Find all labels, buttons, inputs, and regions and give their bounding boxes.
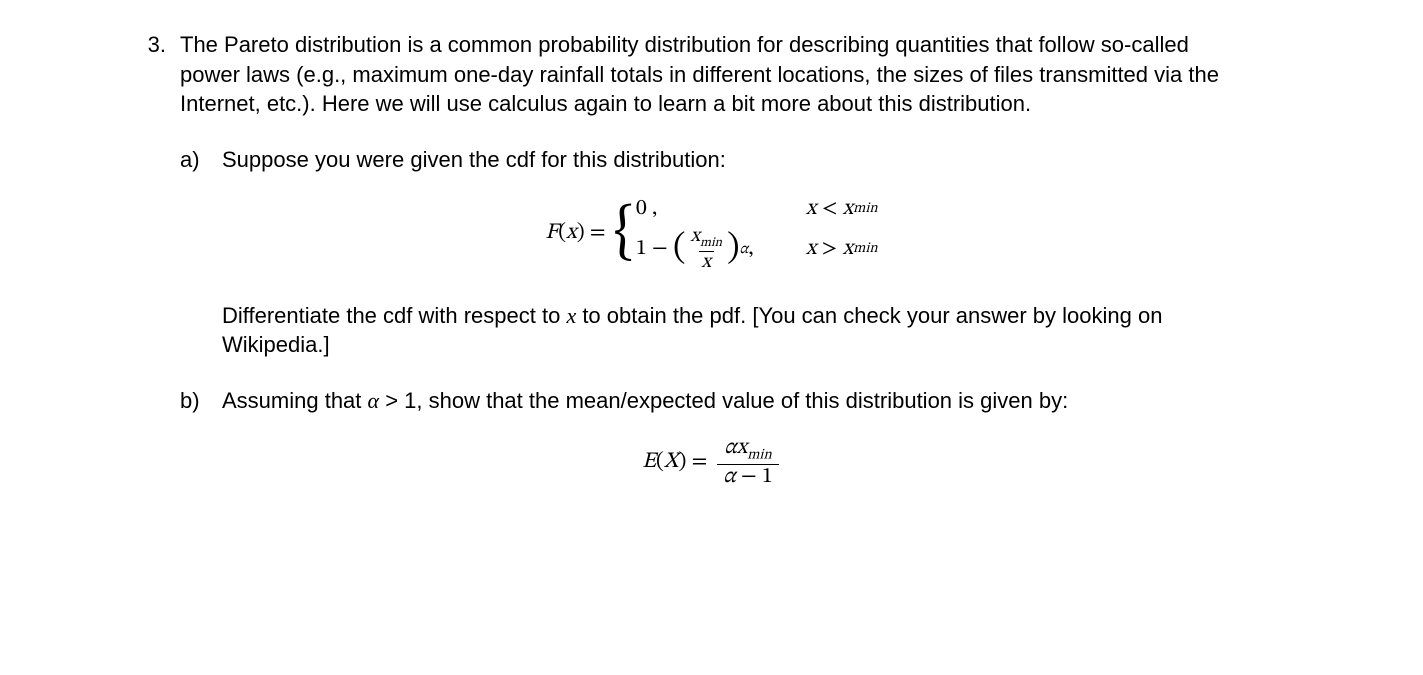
lparen-icon: ( xyxy=(673,235,686,263)
problem-intro: The Pareto distribution is a common prob… xyxy=(180,30,1243,119)
subpart-b-label: b) xyxy=(180,386,222,416)
cdf-lhs-func: F xyxy=(545,222,558,244)
cdf-lhs: F(x) = xyxy=(545,219,605,249)
mean-fraction: αxmin α − 1 xyxy=(717,436,778,490)
subpart-a: a) Suppose you were given the cdf for th… xyxy=(180,145,1243,175)
cdf-cases: { 0 , x < xmin xyxy=(614,195,878,273)
case2-comma: , xyxy=(748,235,753,265)
page: 3. The Pareto distribution is a common p… xyxy=(0,0,1423,675)
case2-den: x xyxy=(699,251,714,273)
mean-lhs-func: E xyxy=(642,451,656,473)
mean-lhs-arg: X xyxy=(664,451,679,473)
case2-exp: α xyxy=(740,239,749,260)
case2-fraction: xmin x xyxy=(688,226,726,272)
case1-cond-op: < xyxy=(822,195,838,225)
mean-num-x: x xyxy=(737,437,748,459)
case1-cond-rhs-base: x xyxy=(843,195,854,225)
subpart-b-body: Assuming that α > 1, show that the mean/… xyxy=(222,386,1243,416)
case2-cond-rhs-sub: min xyxy=(853,240,878,259)
left-brace-icon: { xyxy=(614,195,634,273)
b-lead-pre: Assuming that xyxy=(222,388,368,413)
problem-body: The Pareto distribution is a common prob… xyxy=(180,30,1243,518)
case2-num-base: x xyxy=(691,226,700,246)
mean-den-rest: − 1 xyxy=(736,466,773,488)
equation-mean: E(X) = αxmin α − 1 xyxy=(180,436,1243,490)
subpart-a-body: Suppose you were given the cdf for this … xyxy=(222,145,1243,175)
case2-cond-rhs-base: x xyxy=(843,235,854,265)
subpart-a-label: a) xyxy=(180,145,222,175)
subpart-b: b) Assuming that α > 1, show that the me… xyxy=(180,386,1243,416)
case2-cond-op: > xyxy=(822,235,838,265)
problem-number: 3. xyxy=(120,30,180,60)
subpart-a-cont: Differentiate the cdf with respect to x … xyxy=(180,301,1243,360)
a-follow-var: x xyxy=(566,303,576,328)
cdf-case1-expr: 0 , xyxy=(636,195,806,225)
cdf-case2-cond: x > xmin xyxy=(806,235,878,265)
b-lead-post: > 1, show that the mean/expected value o… xyxy=(379,388,1068,413)
cdf-case2-expr: 1 − ( xmin x )α , xyxy=(636,226,806,272)
case2-one: 1 xyxy=(636,235,647,265)
a-follow-pre: Differentiate the cdf with respect to xyxy=(222,303,566,328)
cdf-case-2: 1 − ( xmin x )α , xyxy=(636,226,878,272)
rparen-icon: ) xyxy=(727,235,740,263)
cdf-case-1: 0 , x < xmin xyxy=(636,195,878,225)
cdf-lhs-arg: x xyxy=(566,222,577,244)
case2-minus: − xyxy=(652,235,668,265)
case2-num-sub: min xyxy=(700,237,722,250)
case2-cond-lhs: x xyxy=(806,235,817,265)
cdf-case1-cond: x < xmin xyxy=(806,195,878,225)
problem-3: 3. The Pareto distribution is a common p… xyxy=(120,30,1243,518)
case1-cond-rhs-sub: min xyxy=(853,200,878,219)
mean-num-alpha: α xyxy=(724,437,736,459)
case1-cond-lhs: x xyxy=(806,195,817,225)
b-lead-alpha: α xyxy=(368,388,380,413)
mean-den-alpha: α xyxy=(723,466,735,488)
mean-num-sub: min xyxy=(747,448,772,462)
mean-lhs: E(X) = xyxy=(642,448,707,478)
subpart-a-lead: Suppose you were given the cdf for this … xyxy=(222,145,1243,175)
subpart-a-follow: Differentiate the cdf with respect to x … xyxy=(222,301,1243,360)
equation-cdf: F(x) = { 0 , x < xmin xyxy=(180,195,1243,273)
